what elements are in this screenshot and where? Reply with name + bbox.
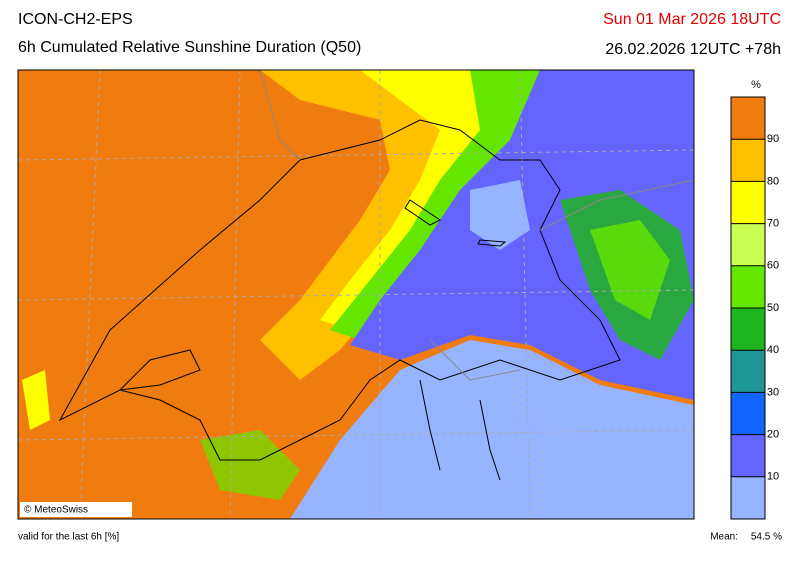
footer-note: valid for the last 6h [%] [18,532,119,543]
colorbar-bin [731,350,765,393]
colorbar-tick-label: 90 [767,133,779,145]
colorbar-bin [731,97,765,140]
mean-label: Mean: [710,532,738,543]
colorbar-bin [731,223,765,266]
colorbar-bin [731,181,765,224]
colorbar-tick-label: 70 [767,218,779,230]
credit: © MeteoSwiss [24,505,88,516]
product-title: 6h Cumulated Relative Sunshine Duration … [18,39,361,56]
colorbar-bin [731,308,765,351]
colorbar-tick-label: 20 [767,429,779,441]
map-frame [17,69,695,520]
colorbar: % 10 20 30 40 50 60 70 80 90 [730,79,779,520]
mean-value: 54.5 % [751,532,782,543]
colorbar-bin [731,434,765,477]
map-field [200,430,300,500]
credit-box [20,502,132,517]
model-title: ICON-CH2-EPS [18,11,133,28]
regional-borders [259,70,694,381]
graticule [18,70,694,519]
colorbar-bin [731,392,765,435]
colorbar-tick-label: 50 [767,302,779,314]
borders [58,119,621,481]
colorbar-unit: % [751,79,761,91]
colorbar-bin [731,476,765,519]
map-field [590,220,670,320]
valid-time: Sun 01 Mar 2026 18UTC [603,11,781,28]
colorbar-tick-label: 60 [767,260,779,272]
colorbar-bin [731,139,765,182]
map-field [330,70,560,340]
run-time: 26.02.2026 12UTC +78h [605,41,781,58]
colorbar-tick-label: 40 [767,344,779,356]
colorbar-tick-label: 30 [767,386,779,398]
map-field [470,180,530,250]
map-field [22,370,50,430]
colorbar-tick-label: 10 [767,471,779,483]
map: © MeteoSwiss [17,69,695,520]
colorbar-bin [731,265,765,308]
colorbar-tick-label: 80 [767,175,779,187]
map-field [290,340,694,519]
